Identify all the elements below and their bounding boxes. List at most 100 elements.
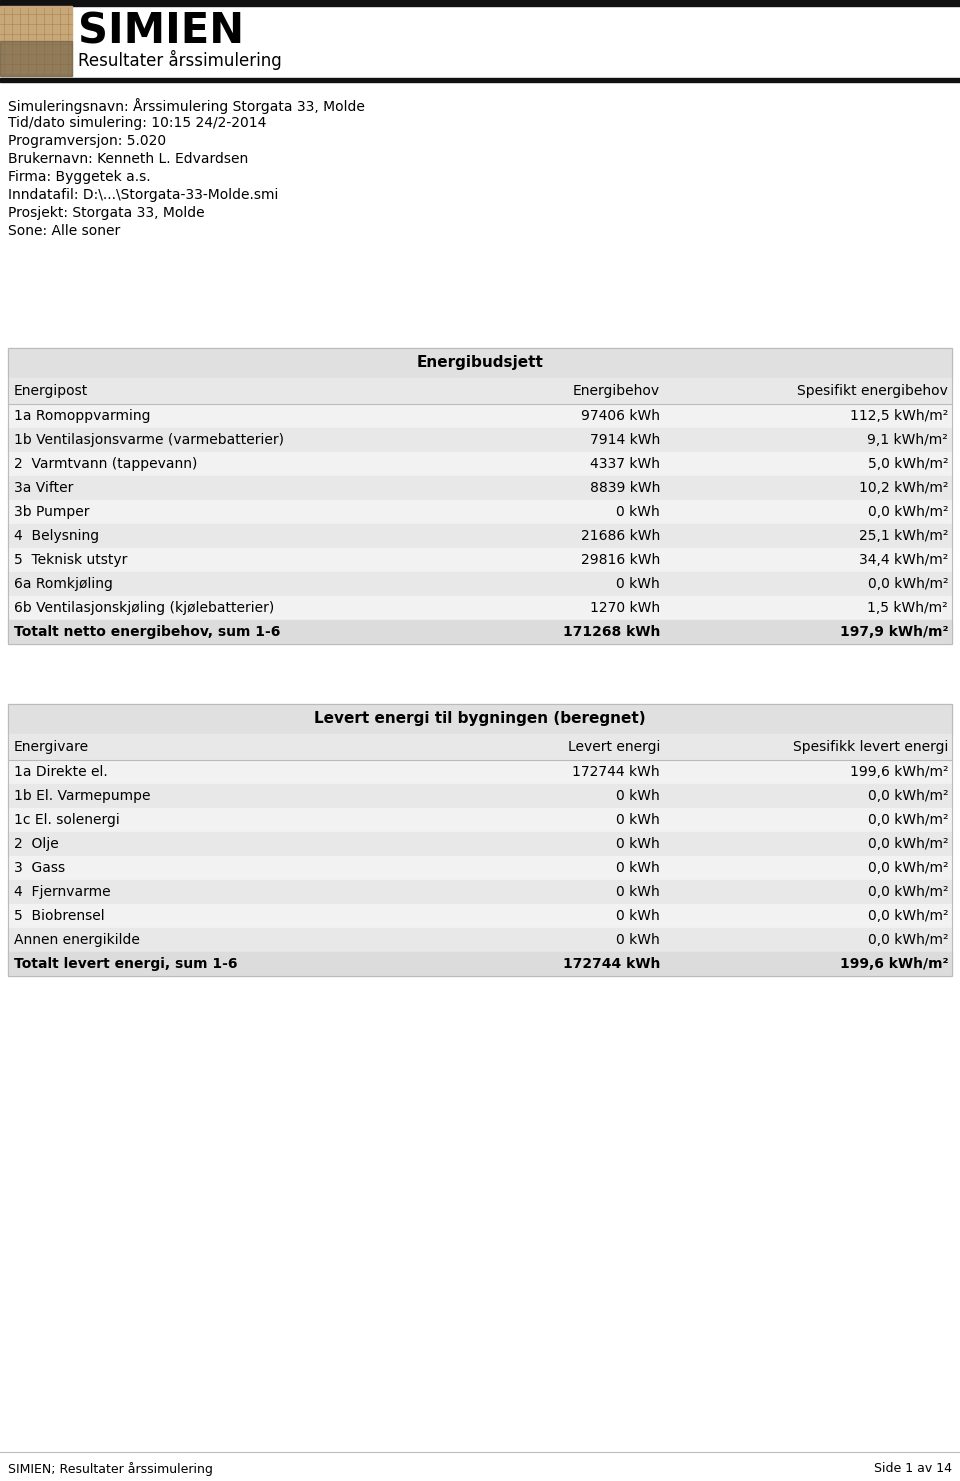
- Text: 0,0 kWh/m²: 0,0 kWh/m²: [868, 578, 948, 591]
- Text: 4  Belysning: 4 Belysning: [14, 529, 99, 544]
- Text: 1b Ventilasjonsvarme (varmebatterier): 1b Ventilasjonsvarme (varmebatterier): [14, 432, 284, 447]
- Bar: [0, 41, 72, 76]
- Text: 171268 kWh: 171268 kWh: [563, 625, 660, 638]
- Text: 0 kWh: 0 kWh: [616, 505, 660, 518]
- Text: Totalt levert energi, sum 1-6: Totalt levert energi, sum 1-6: [14, 957, 237, 972]
- Text: Firma: Byggetek a.s.: Firma: Byggetek a.s.: [8, 170, 151, 184]
- Bar: [8, 903, 952, 929]
- Text: 0 kWh: 0 kWh: [616, 909, 660, 923]
- Text: Sone: Alle soner: Sone: Alle soner: [8, 224, 120, 238]
- Text: 0 kWh: 0 kWh: [616, 933, 660, 946]
- Text: 97406 kWh: 97406 kWh: [581, 409, 660, 424]
- Bar: [0, 6, 72, 76]
- Bar: [8, 475, 952, 501]
- Bar: [8, 929, 952, 952]
- Text: 21686 kWh: 21686 kWh: [581, 529, 660, 544]
- Text: 3  Gass: 3 Gass: [14, 860, 65, 875]
- Text: 1a Romoppvarming: 1a Romoppvarming: [14, 409, 151, 424]
- Text: 0,0 kWh/m²: 0,0 kWh/m²: [868, 505, 948, 518]
- Text: 6b Ventilasjonskjøling (kjølebatterier): 6b Ventilasjonskjøling (kjølebatterier): [14, 601, 275, 615]
- Text: 112,5 kWh/m²: 112,5 kWh/m²: [850, 409, 948, 424]
- Bar: [8, 595, 952, 621]
- Bar: [8, 524, 952, 548]
- Text: SIMIEN; Resultater årssimulering: SIMIEN; Resultater årssimulering: [8, 1462, 213, 1477]
- Text: 197,9 kWh/m²: 197,9 kWh/m²: [839, 625, 948, 638]
- Bar: [8, 760, 952, 783]
- Text: Energibudsjett: Energibudsjett: [417, 355, 543, 370]
- Bar: [8, 378, 952, 404]
- Text: Spesifikk levert energi: Spesifikk levert energi: [793, 740, 948, 754]
- Text: Energivare: Energivare: [14, 740, 89, 754]
- Text: 9,1 kWh/m²: 9,1 kWh/m²: [867, 432, 948, 447]
- Bar: [8, 783, 952, 809]
- Text: Tid/dato simulering: 10:15 24/2-2014: Tid/dato simulering: 10:15 24/2-2014: [8, 116, 266, 130]
- Bar: [8, 809, 952, 832]
- Bar: [8, 501, 952, 524]
- Text: 0 kWh: 0 kWh: [616, 860, 660, 875]
- Text: SIMIEN: SIMIEN: [78, 10, 244, 52]
- Text: Energibehov: Energibehov: [573, 384, 660, 398]
- Text: 0 kWh: 0 kWh: [616, 837, 660, 852]
- Text: 0 kWh: 0 kWh: [616, 886, 660, 899]
- Text: Levert energi: Levert energi: [567, 740, 660, 754]
- Bar: [8, 572, 952, 595]
- Bar: [8, 404, 952, 428]
- Text: 10,2 kWh/m²: 10,2 kWh/m²: [858, 481, 948, 495]
- Bar: [8, 348, 952, 644]
- Text: 7914 kWh: 7914 kWh: [589, 432, 660, 447]
- Bar: [8, 832, 952, 856]
- Text: 0,0 kWh/m²: 0,0 kWh/m²: [868, 933, 948, 946]
- Text: 1a Direkte el.: 1a Direkte el.: [14, 766, 108, 779]
- Text: 1b El. Varmepumpe: 1b El. Varmepumpe: [14, 789, 151, 803]
- Bar: [0, 78, 960, 81]
- Text: 0,0 kWh/m²: 0,0 kWh/m²: [868, 813, 948, 826]
- Text: 1c El. solenergi: 1c El. solenergi: [14, 813, 120, 826]
- Text: 0,0 kWh/m²: 0,0 kWh/m²: [868, 860, 948, 875]
- Text: 0 kWh: 0 kWh: [616, 578, 660, 591]
- Text: 172744 kWh: 172744 kWh: [572, 766, 660, 779]
- Bar: [8, 428, 952, 452]
- Bar: [0, 0, 960, 6]
- Text: Side 1 av 14: Side 1 av 14: [874, 1462, 952, 1475]
- Bar: [8, 548, 952, 572]
- Text: Resultater årssimulering: Resultater årssimulering: [78, 50, 281, 70]
- Bar: [8, 348, 952, 378]
- Text: Inndatafil: D:\...\Storgata-33-Molde.smi: Inndatafil: D:\...\Storgata-33-Molde.smi: [8, 188, 278, 201]
- Text: 34,4 kWh/m²: 34,4 kWh/m²: [859, 552, 948, 567]
- Bar: [8, 621, 952, 644]
- Text: Levert energi til bygningen (beregnet): Levert energi til bygningen (beregnet): [314, 711, 646, 727]
- Text: Spesifikt energibehov: Spesifikt energibehov: [797, 384, 948, 398]
- Bar: [8, 856, 952, 880]
- Text: 25,1 kWh/m²: 25,1 kWh/m²: [858, 529, 948, 544]
- Bar: [8, 880, 952, 903]
- Text: 4  Fjernvarme: 4 Fjernvarme: [14, 886, 110, 899]
- Text: 3b Pumper: 3b Pumper: [14, 505, 89, 518]
- Text: Prosjekt: Storgata 33, Molde: Prosjekt: Storgata 33, Molde: [8, 206, 204, 221]
- Text: 199,6 kWh/m²: 199,6 kWh/m²: [839, 957, 948, 972]
- Text: 172744 kWh: 172744 kWh: [563, 957, 660, 972]
- Text: 0 kWh: 0 kWh: [616, 789, 660, 803]
- Text: 29816 kWh: 29816 kWh: [581, 552, 660, 567]
- Text: Programversjon: 5.020: Programversjon: 5.020: [8, 133, 166, 148]
- Bar: [8, 703, 952, 735]
- Bar: [8, 703, 952, 976]
- Bar: [8, 952, 952, 976]
- Text: 1270 kWh: 1270 kWh: [589, 601, 660, 615]
- Text: 8839 kWh: 8839 kWh: [589, 481, 660, 495]
- Text: 0,0 kWh/m²: 0,0 kWh/m²: [868, 837, 948, 852]
- Text: 0,0 kWh/m²: 0,0 kWh/m²: [868, 789, 948, 803]
- Text: 199,6 kWh/m²: 199,6 kWh/m²: [850, 766, 948, 779]
- Text: 5,0 kWh/m²: 5,0 kWh/m²: [868, 458, 948, 471]
- Text: 1,5 kWh/m²: 1,5 kWh/m²: [868, 601, 948, 615]
- Text: 0,0 kWh/m²: 0,0 kWh/m²: [868, 909, 948, 923]
- Text: 5  Teknisk utstyr: 5 Teknisk utstyr: [14, 552, 128, 567]
- Text: Simuleringsnavn: Årssimulering Storgata 33, Molde: Simuleringsnavn: Årssimulering Storgata …: [8, 98, 365, 114]
- Text: 5  Biobrensel: 5 Biobrensel: [14, 909, 105, 923]
- Text: Energipost: Energipost: [14, 384, 88, 398]
- Text: 0,0 kWh/m²: 0,0 kWh/m²: [868, 886, 948, 899]
- Text: 0 kWh: 0 kWh: [616, 813, 660, 826]
- Text: Annen energikilde: Annen energikilde: [14, 933, 140, 946]
- Bar: [8, 452, 952, 475]
- Text: 2  Varmtvann (tappevann): 2 Varmtvann (tappevann): [14, 458, 198, 471]
- Text: 2  Olje: 2 Olje: [14, 837, 59, 852]
